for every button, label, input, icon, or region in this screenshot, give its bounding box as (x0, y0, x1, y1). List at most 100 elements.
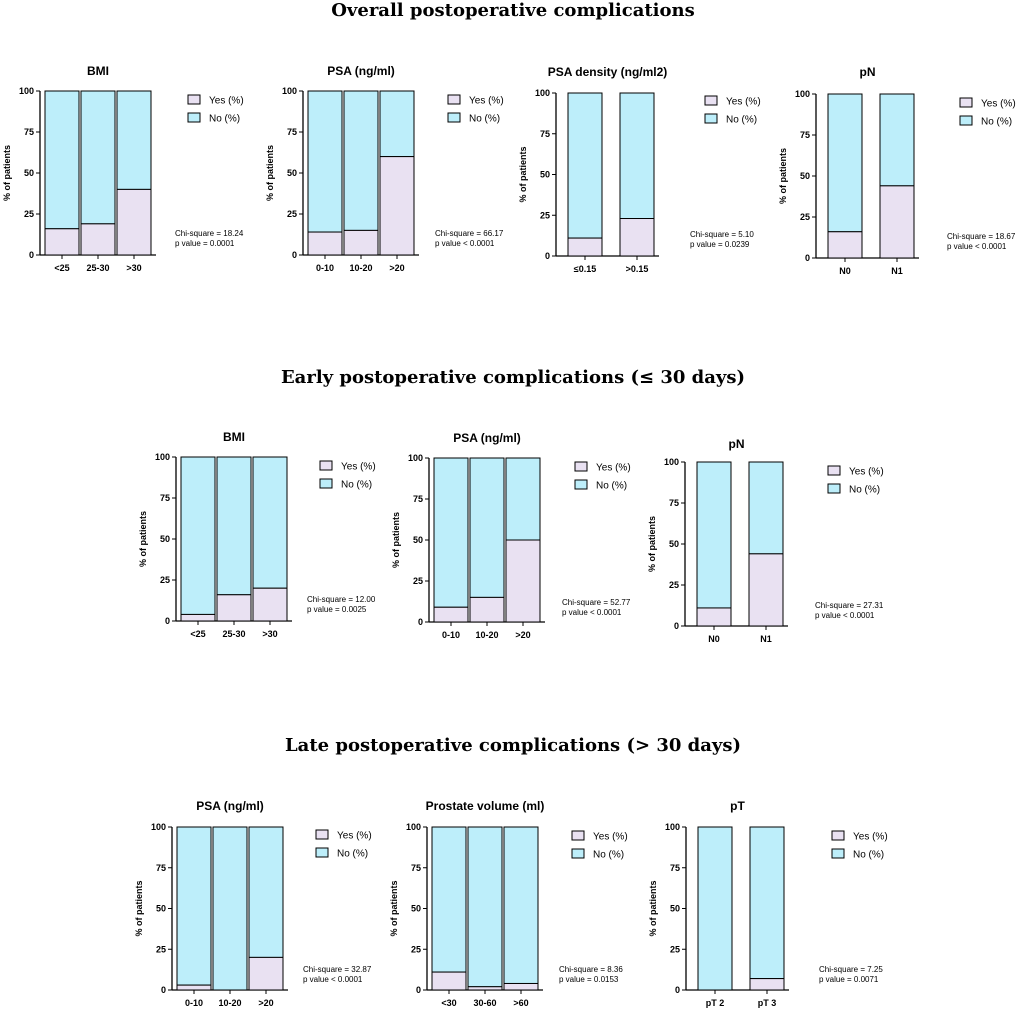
bar-no-segment (697, 826, 733, 991)
legend-label: No (%) (341, 480, 372, 491)
legend-label: Yes (%) (209, 96, 244, 107)
legend-label: No (%) (849, 485, 880, 496)
legend-swatch (831, 848, 845, 859)
y-tick-label: 0 (545, 251, 550, 261)
legend-label: Yes (%) (726, 97, 761, 108)
legend-label: Yes (%) (469, 96, 504, 107)
y-tick-label: 25 (800, 212, 810, 222)
y-axis-label: % of patients (134, 880, 144, 936)
chart-title: BMI (87, 64, 109, 78)
bar-no-segment (619, 92, 655, 220)
p-value-label: p value < 0.0001 (435, 239, 495, 248)
chart-title: PSA (ng/ml) (196, 799, 264, 813)
y-tick-label: 75 (669, 498, 679, 508)
chart-title: PSA (ng/ml) (327, 64, 395, 78)
legend-swatch (827, 465, 841, 476)
y-tick-label: 100 (19, 86, 34, 96)
legend-label: Yes (%) (341, 462, 376, 473)
legend-swatch (827, 483, 841, 494)
chi-square-label: Chi-square = 8.36 (559, 965, 623, 974)
legend-label: No (%) (337, 849, 368, 860)
y-tick-label: 100 (795, 89, 810, 99)
bar-yes-segment (433, 606, 469, 623)
y-tick-label: 25 (670, 944, 680, 954)
y-tick-label: 0 (165, 616, 170, 626)
bar-no-segment (248, 826, 284, 958)
legend-label: Yes (%) (593, 832, 628, 843)
bar-yes-segment (248, 956, 284, 991)
chi-square-label: Chi-square = 7.25 (819, 965, 883, 974)
bar-yes-segment (567, 237, 603, 257)
chi-square-label: Chi-square = 32.87 (303, 965, 372, 974)
y-tick-label: 50 (160, 534, 170, 544)
y-tick-label: 75 (540, 129, 550, 139)
y-tick-label: 0 (292, 250, 297, 260)
legend-swatch (571, 830, 585, 841)
y-axis-label: % of patients (648, 880, 658, 936)
y-tick-label: 100 (665, 822, 680, 832)
legend-swatch (319, 460, 333, 471)
chart-title: PSA density (ng/ml2) (548, 65, 668, 79)
legend-label: Yes (%) (981, 99, 1016, 110)
bar-yes-segment (307, 231, 343, 256)
chi-square-label: Chi-square = 18.67 (947, 232, 1016, 241)
y-tick-label: 25 (411, 944, 421, 954)
p-value-label: p value < 0.0001 (947, 242, 1007, 251)
chi-square-label: Chi-square = 27.31 (815, 601, 884, 610)
x-tick-label: >20 (515, 630, 530, 640)
legend-label: No (%) (209, 114, 240, 125)
bar-no-segment (749, 826, 785, 980)
x-tick-label: pT 3 (758, 998, 777, 1008)
bar-no-segment (503, 826, 539, 984)
y-tick-label: 25 (156, 944, 166, 954)
p-value-label: p value = 0.0071 (819, 975, 879, 984)
legend-label: Yes (%) (849, 467, 884, 478)
y-axis-label: % of patients (518, 146, 528, 202)
y-tick-label: 25 (413, 576, 423, 586)
y-tick-label: 100 (282, 86, 297, 96)
y-axis-label: % of patients (647, 516, 657, 572)
bar-no-segment (180, 456, 216, 615)
bar-no-segment (879, 93, 915, 187)
chi-square-label: Chi-square = 18.24 (175, 229, 244, 238)
legend-swatch (187, 112, 201, 123)
y-tick-label: 100 (406, 822, 421, 832)
x-tick-label: >20 (389, 263, 404, 273)
legend-swatch (959, 97, 973, 108)
bar-yes-segment (343, 229, 379, 256)
y-tick-label: 100 (155, 452, 170, 462)
y-tick-label: 50 (411, 904, 421, 914)
chart-title: BMI (223, 430, 245, 444)
bar-no-segment (505, 457, 541, 541)
x-tick-label: 10-20 (475, 630, 498, 640)
legend-swatch (704, 113, 718, 124)
legend-swatch (187, 94, 201, 105)
bar-no-segment (176, 826, 212, 986)
bar-no-segment (469, 457, 505, 598)
bar-yes-segment (116, 188, 152, 256)
x-tick-label: <25 (54, 263, 69, 273)
legend-swatch (704, 95, 718, 106)
x-tick-label: 10-20 (349, 263, 372, 273)
chart-title: pN (729, 437, 745, 451)
y-tick-label: 25 (669, 580, 679, 590)
chi-square-label: Chi-square = 66.17 (435, 229, 504, 238)
y-axis-label: % of patients (391, 512, 401, 568)
p-value-label: p value = 0.0153 (559, 975, 619, 984)
bar-no-segment (252, 456, 288, 589)
y-axis-label: % of patients (2, 145, 12, 201)
y-tick-label: 0 (416, 985, 421, 995)
p-value-label: p value = 0.0025 (307, 605, 367, 614)
y-tick-label: 100 (664, 457, 679, 467)
x-tick-label: ≤0.15 (574, 264, 596, 274)
legend-swatch (959, 115, 973, 126)
y-axis-label: % of patients (138, 511, 148, 567)
y-tick-label: 0 (674, 621, 679, 631)
x-tick-label: 30-60 (473, 998, 496, 1008)
legend-swatch (315, 829, 329, 840)
legend-label: No (%) (853, 850, 884, 861)
legend-label: No (%) (981, 117, 1012, 128)
bar-yes-segment (180, 613, 216, 622)
bar-no-segment (216, 456, 252, 596)
